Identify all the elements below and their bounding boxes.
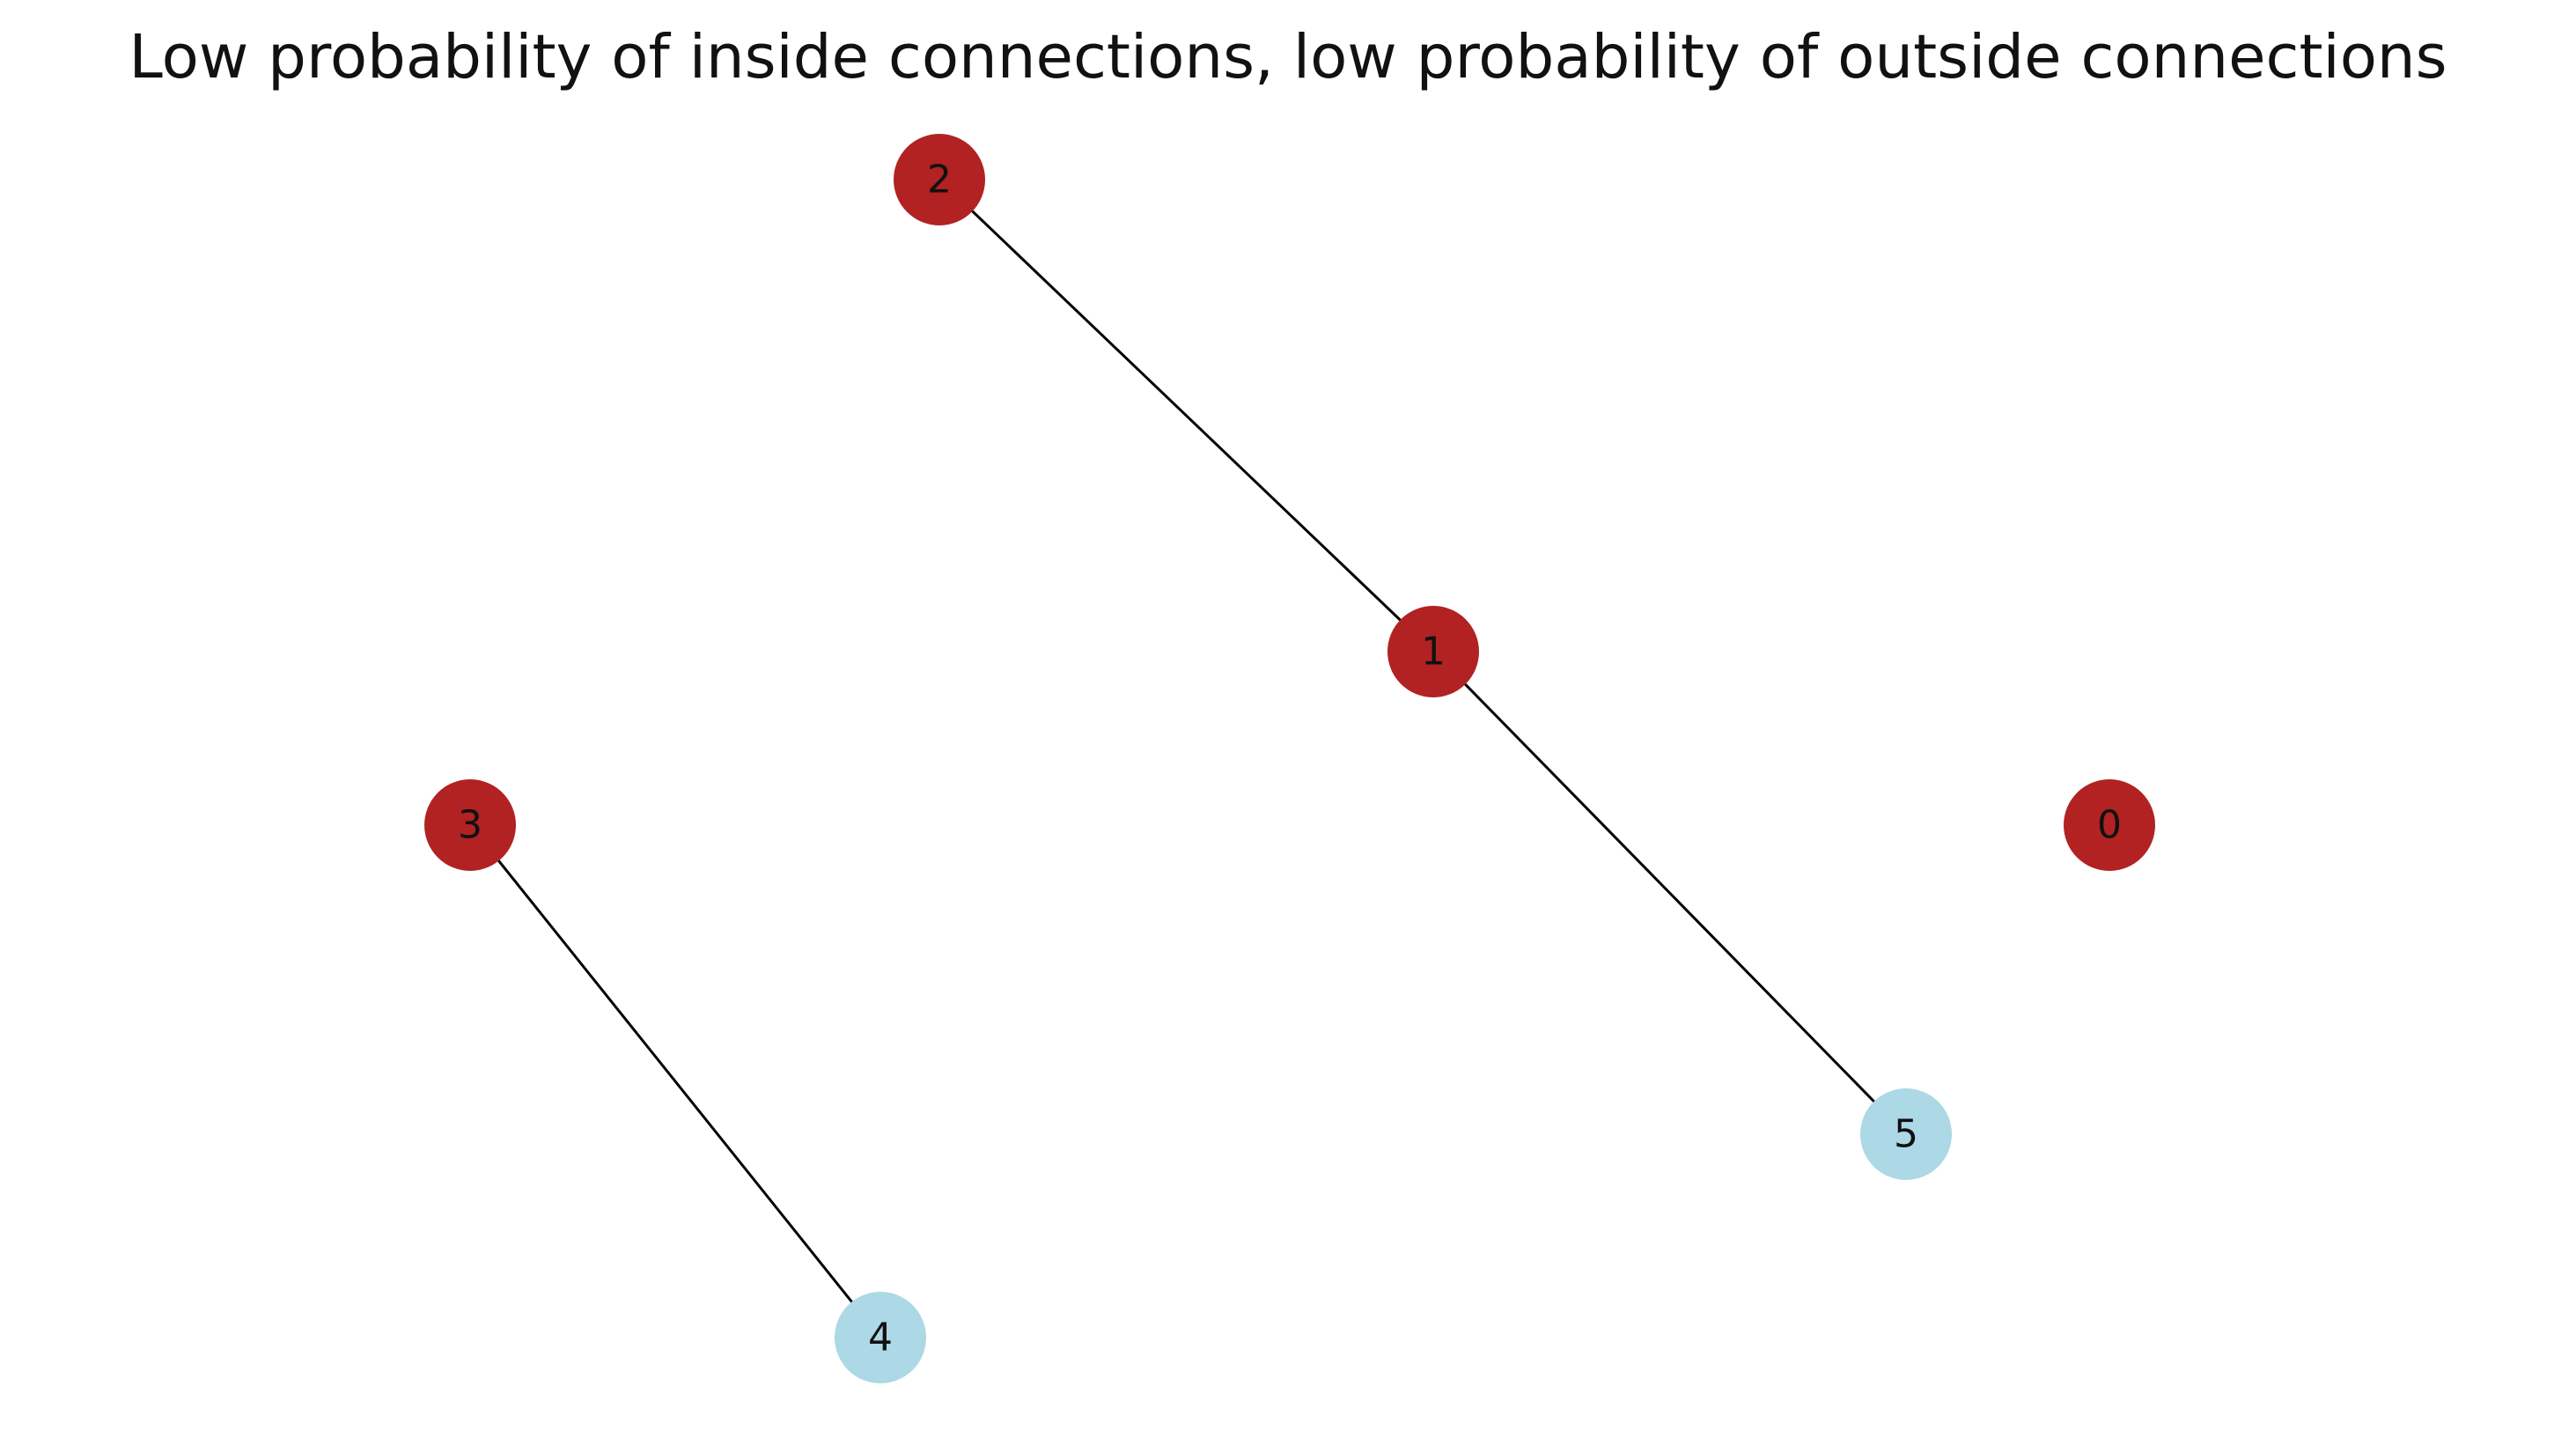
node-label-1: 1: [1421, 630, 1446, 675]
node-circle-2: [894, 134, 985, 225]
node-circle-5: [1860, 1088, 1952, 1180]
node-2: 2: [894, 134, 985, 225]
node-4: 4: [835, 1292, 926, 1383]
node-label-4: 4: [868, 1316, 893, 1360]
node-circle-1: [1387, 606, 1479, 697]
node-label-5: 5: [1894, 1112, 1918, 1157]
node-label-2: 2: [927, 158, 952, 203]
node-3: 3: [424, 779, 516, 871]
edge-1-5: [1432, 650, 1908, 1136]
node-0: 0: [2064, 779, 2155, 871]
node-circle-0: [2064, 779, 2155, 871]
edge-3-4: [468, 824, 882, 1338]
node-circle-4: [835, 1292, 926, 1383]
node-label-3: 3: [458, 803, 482, 848]
nodes-layer: 0 1 2 3 4 5: [424, 134, 2155, 1383]
edges-layer: [468, 178, 1908, 1338]
diagram-title: Low probability of inside connections, l…: [129, 22, 2447, 92]
edge-2-1: [938, 178, 1435, 653]
node-circle-3: [424, 779, 516, 871]
node-1: 1: [1387, 606, 1479, 697]
node-5: 5: [1860, 1088, 1952, 1180]
node-label-0: 0: [2097, 803, 2122, 848]
